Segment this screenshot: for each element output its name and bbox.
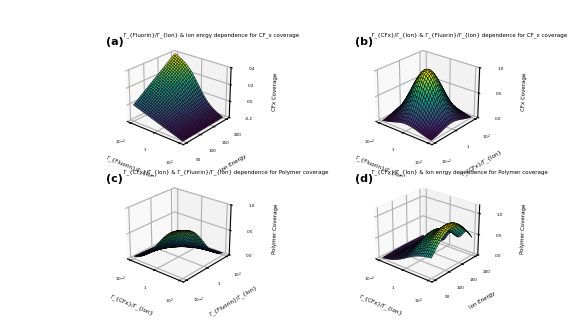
Text: Γ_{Fluorin}/Γ_{Ion} & Ion enrgy dependence for CF_x coverage: Γ_{Fluorin}/Γ_{Ion} & Ion enrgy dependen… xyxy=(120,32,299,38)
X-axis label: Γ_{CFx}/Γ_{Ion}: Γ_{CFx}/Γ_{Ion} xyxy=(358,294,403,317)
X-axis label: Γ_{Fluorin}/Γ_{Ion}: Γ_{Fluorin}/Γ_{Ion} xyxy=(106,155,158,181)
Text: Γ_{CFx}/Γ_{Ion} & Γ_{Fluorin}/Γ_{Ion} dependence for CF_x coverage: Γ_{CFx}/Γ_{Ion} & Γ_{Fluorin}/Γ_{Ion} de… xyxy=(369,32,567,38)
X-axis label: Γ_{Fluorin}/Γ_{Ion}: Γ_{Fluorin}/Γ_{Ion} xyxy=(354,155,407,181)
Y-axis label: Γ_{Fluorin}/Γ_{Ion}: Γ_{Fluorin}/Γ_{Ion} xyxy=(209,284,258,317)
Text: (d): (d) xyxy=(355,174,373,184)
Y-axis label: Ion Energy: Ion Energy xyxy=(468,291,496,310)
Y-axis label: Ion Energy: Ion Energy xyxy=(219,153,248,173)
Text: (b): (b) xyxy=(355,37,373,47)
Text: Γ_{CFx}/Γ_{Ion} & Ion enrgy dependence for Polymer coverage: Γ_{CFx}/Γ_{Ion} & Ion enrgy dependence f… xyxy=(369,170,548,176)
Y-axis label: Γ_{CFx}/Γ_{Ion}: Γ_{CFx}/Γ_{Ion} xyxy=(461,149,503,177)
X-axis label: Γ_{CFx}/Γ_{Ion}: Γ_{CFx}/Γ_{Ion} xyxy=(110,294,155,317)
Text: (a): (a) xyxy=(106,37,124,47)
Text: Γ_{CFx}/Γ_{Ion} & Γ_{Fluorin}/Γ_{Ion} dependence for Polymer coverage: Γ_{CFx}/Γ_{Ion} & Γ_{Fluorin}/Γ_{Ion} de… xyxy=(120,170,328,176)
Text: (c): (c) xyxy=(106,174,123,184)
